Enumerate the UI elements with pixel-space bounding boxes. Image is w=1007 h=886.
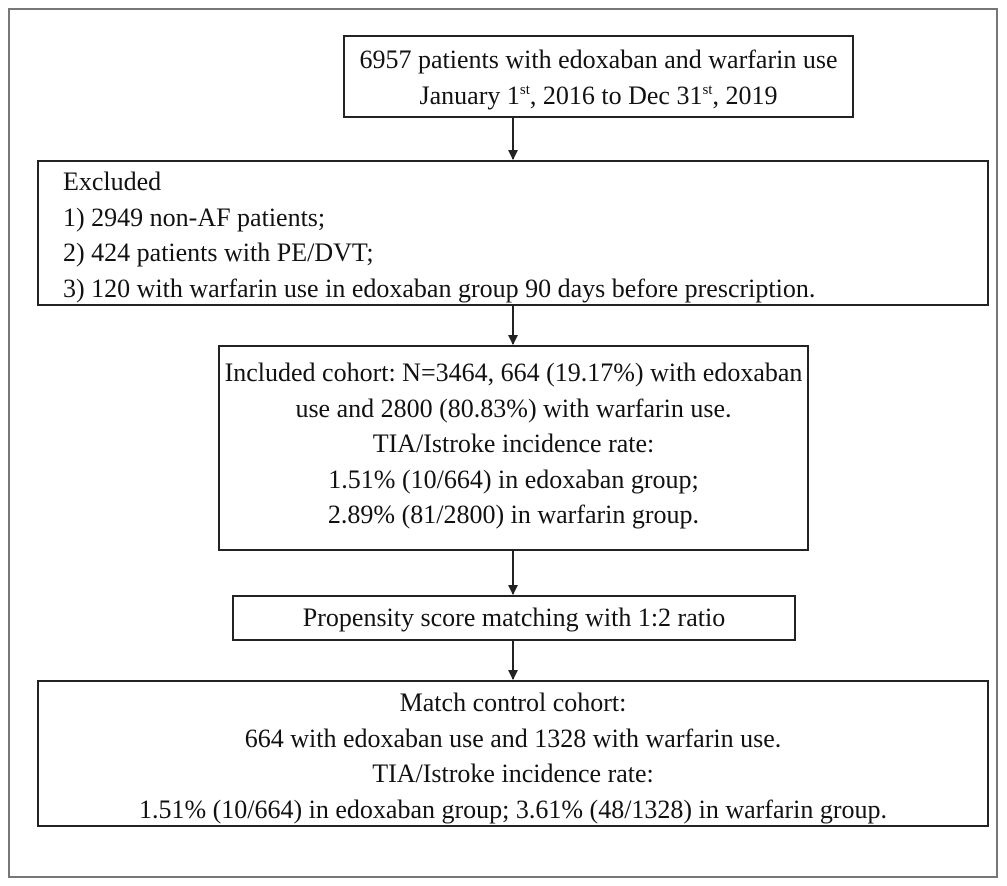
text: 1.51% (10/664) in edoxaban group;	[328, 464, 699, 494]
text: 1) 2949 non-AF patients;	[63, 202, 326, 232]
text-line: 1.51% (10/664) in edoxaban group; 3.61% …	[39, 792, 987, 828]
cohort-box: Included cohort: N=3464, 664 (19.17%) wi…	[218, 345, 809, 551]
text: January 1	[419, 80, 520, 110]
text: Included cohort: N=3464, 664 (19.17%) wi…	[224, 358, 803, 387]
text: , 2019	[712, 80, 778, 110]
text: TIA/Istroke incidence rate:	[372, 429, 655, 458]
text: , 2016 to Dec 31	[529, 80, 703, 110]
superscript: st	[702, 81, 713, 98]
text: 664 with edoxaban use and 1328 with warf…	[244, 723, 782, 753]
text: 2.89% (81/2800) in warfarin group.	[327, 500, 700, 529]
text-line: TIA/Istroke incidence rate:	[39, 756, 987, 792]
text: TIA/Istroke incidence rate:	[372, 759, 654, 788]
text-line: 2) 424 patients with PE/DVT;	[63, 235, 987, 271]
text-line: 6957 patients with edoxaban and warfarin…	[345, 42, 852, 78]
exclusion-box: Excluded 1) 2949 non-AF patients; 2) 424 p…	[37, 160, 989, 306]
text-line: 1) 2949 non-AF patients;	[63, 200, 987, 236]
text-line: Propensity score matching with 1:2 ratio	[234, 600, 794, 636]
text: Match control cohort:	[399, 688, 627, 717]
text-line: 3) 120 with warfarin use in edoxaban gro…	[63, 271, 987, 307]
text-line: 1.51% (10/664) in edoxaban group;	[220, 462, 807, 498]
text-line: 664 with edoxaban use and 1328 with warf…	[39, 721, 987, 757]
text-line: TIA/Istroke incidence rate:	[220, 426, 807, 462]
text-line: Match control cohort:	[39, 685, 987, 721]
text: 2) 424 patients with PE/DVT;	[63, 238, 374, 267]
superscript: st	[519, 81, 530, 98]
frame	[8, 8, 998, 878]
text: Propensity score matching with 1:2 ratio	[302, 603, 726, 632]
source-box: 6957 patients with edoxaban and warfarin…	[343, 35, 854, 118]
matched-box: Match control cohort: 664 with edoxaban u…	[37, 680, 989, 827]
text-line: January 1st, 2016 to Dec 31st, 2019	[345, 78, 852, 114]
matching-box: Propensity score matching with 1:2 ratio	[232, 595, 796, 641]
text: use and 2800 (80.83%) with warfarin use.	[295, 393, 732, 423]
text-line: 2.89% (81/2800) in warfarin group.	[220, 497, 807, 533]
text-line: Included cohort: N=3464, 664 (19.17%) wi…	[220, 355, 807, 391]
text: Excluded	[63, 167, 162, 196]
text: 1.51% (10/664) in edoxaban group; 3.61% …	[138, 794, 888, 824]
text-line: use and 2800 (80.83%) with warfarin use.	[220, 391, 807, 427]
text-line: Excluded	[63, 164, 987, 200]
text: 3) 120 with warfarin use in edoxaban gro…	[63, 273, 816, 303]
text: 6957 patients with edoxaban and warfarin…	[359, 45, 838, 74]
